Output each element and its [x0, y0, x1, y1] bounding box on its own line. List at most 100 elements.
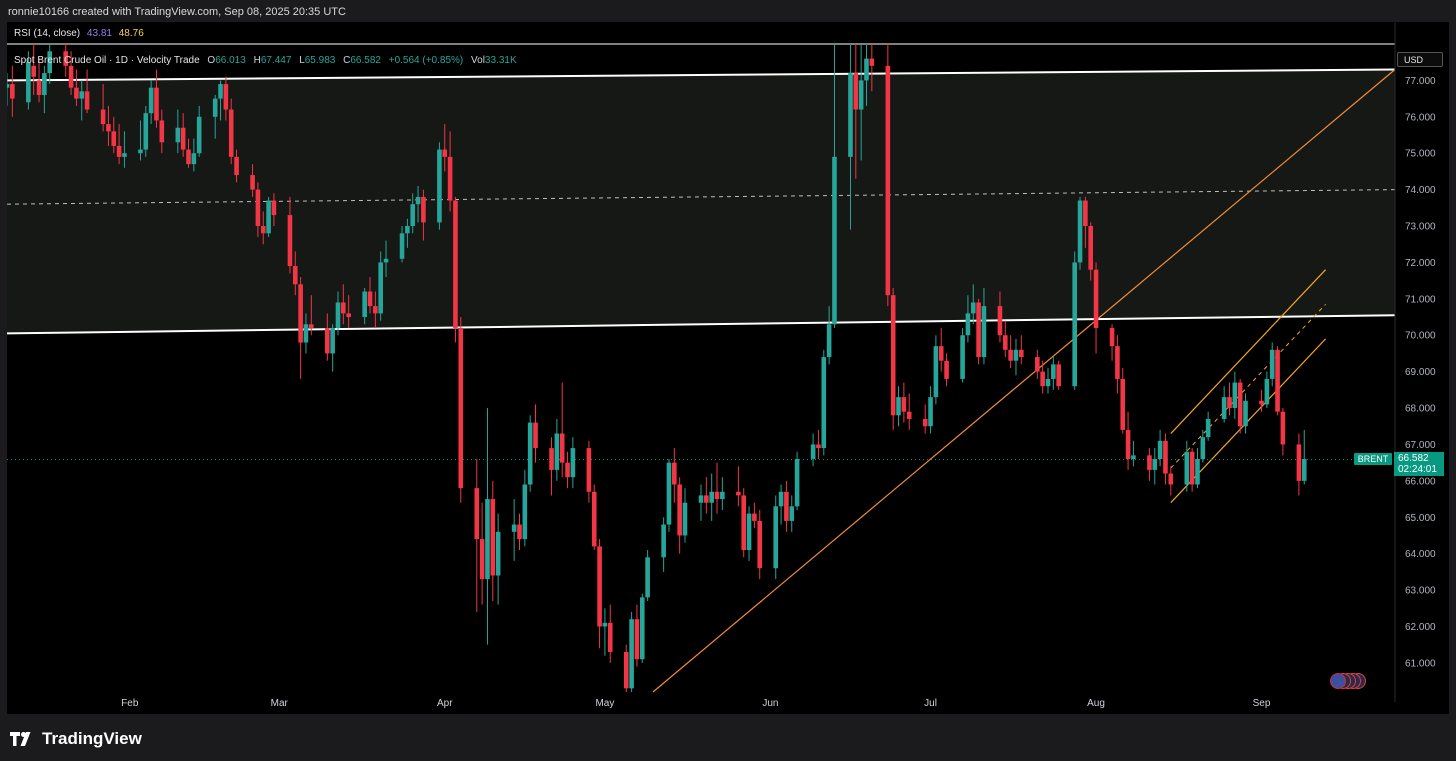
currency-button[interactable]: USD — [1397, 52, 1443, 67]
candle-body — [7, 84, 10, 88]
candle — [1051, 357, 1056, 390]
open-key: O — [207, 55, 216, 66]
candle-body — [143, 113, 149, 150]
candle-body — [453, 200, 458, 328]
candle — [816, 429, 821, 460]
candle-body — [1109, 327, 1115, 347]
candle — [559, 382, 565, 478]
symbol-price-tag: BRENT — [1354, 453, 1392, 465]
candle — [7, 73, 10, 106]
candle-body — [1045, 378, 1051, 387]
candle — [1168, 466, 1174, 496]
candle — [752, 502, 757, 529]
candle — [31, 44, 36, 95]
candle-body — [479, 539, 485, 580]
candle — [1040, 360, 1045, 394]
rsi-value: 43.81 — [86, 28, 112, 39]
price-chart[interactable]: 61.000 62.000 63.000 64.000 65.000 66.000 67.0… — [7, 22, 1449, 714]
candle-body — [186, 149, 191, 165]
candle-body — [784, 491, 789, 521]
candle — [196, 105, 202, 157]
candle-body — [1056, 364, 1061, 387]
price-tick-label: 61.000 — [1405, 658, 1436, 669]
candle — [1280, 408, 1286, 456]
candle-body — [218, 84, 223, 99]
candle — [623, 644, 629, 692]
range-shading — [7, 43, 1395, 334]
candle — [1205, 411, 1211, 441]
candle-body — [335, 302, 341, 328]
candle-body — [1035, 357, 1040, 372]
rsi-ma-value: 48.76 — [118, 28, 144, 39]
chart-panel[interactable]: 61.000 62.000 63.000 64.000 65.000 66.000 67.0… — [7, 22, 1449, 714]
candle — [709, 473, 714, 521]
us-flag-event-icon[interactable] — [1330, 673, 1346, 689]
candle — [442, 124, 448, 172]
candle-body — [1232, 382, 1238, 409]
candle-body — [1125, 429, 1131, 460]
candle — [303, 313, 309, 354]
candle — [826, 306, 832, 365]
candle-body — [378, 262, 383, 314]
candle-body — [832, 156, 837, 325]
candle-body — [138, 149, 143, 154]
candle-body — [858, 80, 864, 110]
candle-body — [714, 491, 720, 500]
candle-body — [848, 73, 853, 157]
candle — [1259, 389, 1264, 412]
candle-body — [1115, 346, 1120, 379]
candle — [373, 291, 378, 328]
candle — [1296, 433, 1302, 496]
candle-body — [928, 397, 933, 427]
candle — [68, 51, 74, 95]
candle-body — [1152, 459, 1158, 470]
candle-body — [970, 302, 976, 314]
candle — [1008, 335, 1013, 368]
symbol-title: Spot Brent Crude Oil · 1D · Velocity Tra… — [14, 55, 200, 66]
rsi-indicator-legend[interactable]: RSI (14, close) 43.81 48.76 — [14, 28, 144, 39]
candle — [1200, 429, 1206, 463]
candle — [287, 196, 293, 274]
candle-body — [527, 422, 533, 485]
candle-body — [447, 156, 453, 201]
candle — [1109, 324, 1115, 361]
volume-key: Vol — [471, 55, 485, 66]
brand-name: TradingView — [42, 729, 142, 748]
candle — [522, 469, 528, 547]
candle-body — [1195, 459, 1200, 485]
candle-body — [607, 622, 613, 652]
candle-body — [1184, 451, 1190, 485]
candle-body — [810, 444, 816, 460]
candle — [736, 466, 741, 507]
tradingview-brand[interactable]: TradingView — [10, 729, 142, 749]
candle-body — [1077, 200, 1083, 263]
candle-body — [661, 524, 666, 558]
horizontal-trendline-line — [7, 68, 1396, 82]
candle-body — [1227, 397, 1232, 409]
candle-body — [1131, 455, 1136, 460]
candle — [116, 124, 122, 165]
candle-body — [682, 502, 688, 536]
symbol-legend[interactable]: Spot Brent Crude Oil · 1D · Velocity Tra… — [14, 55, 517, 66]
candle-body — [330, 327, 335, 354]
candle — [308, 295, 314, 336]
channel-mid-dashed-line — [1170, 303, 1326, 469]
time-tick-label: Jul — [924, 698, 937, 709]
candle-body — [565, 462, 570, 478]
candle — [997, 291, 1003, 343]
candle — [1131, 440, 1136, 467]
candle — [1157, 429, 1163, 467]
candle — [1002, 320, 1008, 358]
candle-body — [298, 284, 303, 343]
candle — [1056, 360, 1061, 390]
candle-body — [10, 84, 15, 99]
candle — [335, 291, 341, 336]
candle-body — [1040, 371, 1045, 387]
candle-body — [250, 175, 255, 190]
open-value: 66.013 — [215, 55, 246, 66]
price-axis: 61.000 62.000 63.000 64.000 65.000 66.000 67.0… — [1394, 22, 1449, 714]
candle — [864, 44, 869, 106]
candle — [1301, 429, 1307, 485]
candle-body — [698, 495, 704, 503]
bar-countdown: 02:24:01 — [1398, 464, 1437, 475]
